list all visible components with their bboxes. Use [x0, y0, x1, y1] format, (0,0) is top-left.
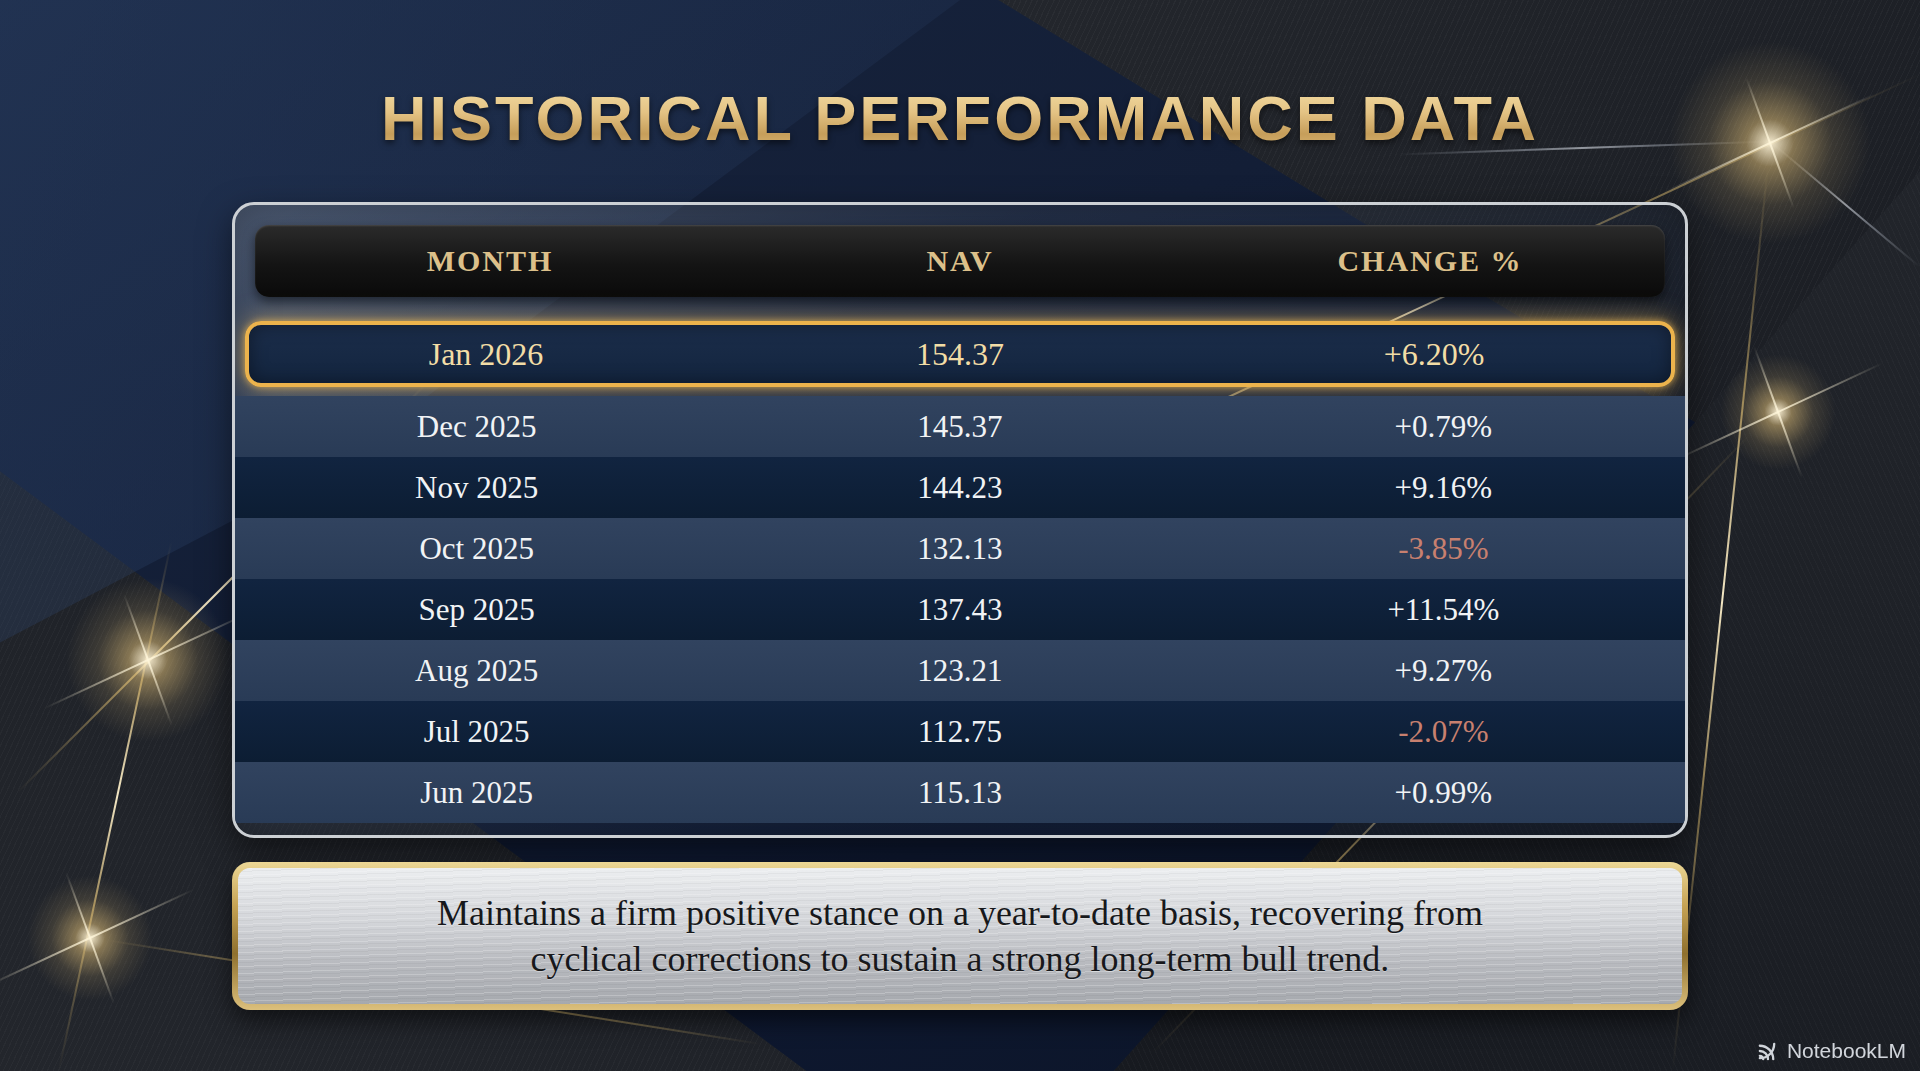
column-header-month: MONTH	[255, 244, 725, 278]
row-nav: 145.37	[718, 409, 1201, 445]
table-row: Sep 2025 137.43 +11.54%	[235, 579, 1685, 640]
silver-accent-line	[1771, 142, 1920, 268]
row-change: +6.20%	[1197, 336, 1671, 373]
summary-line-2: cyclical corrections to sustain a strong…	[531, 936, 1390, 982]
row-month: Jan 2026	[249, 336, 723, 373]
page-title: HISTORICAL PERFORMANCE DATA	[0, 82, 1920, 154]
row-nav: 144.23	[718, 470, 1201, 506]
row-nav: 123.21	[718, 653, 1201, 689]
row-change: +0.79%	[1202, 409, 1685, 445]
row-nav: 132.13	[718, 531, 1201, 567]
row-nav: 154.37	[723, 336, 1197, 373]
column-header-change: CHANGE %	[1195, 244, 1665, 278]
row-month: Jun 2025	[235, 775, 718, 811]
row-month: Oct 2025	[235, 531, 718, 567]
table-body: Jan 2026 154.37 +6.20% Dec 2025 145.37 +…	[235, 321, 1685, 823]
slide-background: HISTORICAL PERFORMANCE DATA MONTH NAV CH…	[0, 0, 1920, 1071]
row-change: +9.27%	[1202, 653, 1685, 689]
row-change: +11.54%	[1202, 592, 1685, 628]
table-header-row: MONTH NAV CHANGE %	[255, 225, 1665, 297]
table-row-highlighted: Jan 2026 154.37 +6.20%	[245, 321, 1675, 387]
row-nav: 137.43	[718, 592, 1201, 628]
row-month: Jul 2025	[235, 714, 718, 750]
row-nav: 112.75	[718, 714, 1201, 750]
row-nav: 115.13	[718, 775, 1201, 811]
row-change: -2.07%	[1202, 714, 1685, 750]
column-header-nav: NAV	[725, 244, 1195, 278]
row-month: Nov 2025	[235, 470, 718, 506]
performance-table-panel: MONTH NAV CHANGE % Jan 2026 154.37 +6.20…	[232, 202, 1688, 838]
table-row: Dec 2025 145.37 +0.79%	[235, 396, 1685, 457]
table-row: Aug 2025 123.21 +9.27%	[235, 640, 1685, 701]
table-row: Nov 2025 144.23 +9.16%	[235, 457, 1685, 518]
table-row: Oct 2025 132.13 -3.85%	[235, 518, 1685, 579]
glow-spot	[63, 575, 233, 745]
row-change: +9.16%	[1202, 470, 1685, 506]
gold-accent-line	[58, 519, 177, 1070]
glow-spot	[1718, 352, 1838, 472]
glow-spot	[25, 873, 155, 1003]
summary-text: Maintains a firm positive stance on a ye…	[238, 868, 1682, 1004]
row-month: Sep 2025	[235, 592, 718, 628]
summary-line-1: Maintains a firm positive stance on a ye…	[437, 890, 1483, 936]
row-change: -3.85%	[1202, 531, 1685, 567]
summary-plate: Maintains a firm positive stance on a ye…	[232, 862, 1688, 1010]
notebooklm-watermark: NotebookLM	[1756, 1039, 1906, 1063]
row-month: Aug 2025	[235, 653, 718, 689]
row-month: Dec 2025	[235, 409, 718, 445]
row-change: +0.99%	[1202, 775, 1685, 811]
table-row: Jun 2025 115.13 +0.99%	[235, 762, 1685, 823]
notebooklm-logo-icon	[1756, 1040, 1779, 1063]
table-row: Jul 2025 112.75 -2.07%	[235, 701, 1685, 762]
notebooklm-label: NotebookLM	[1787, 1039, 1906, 1063]
